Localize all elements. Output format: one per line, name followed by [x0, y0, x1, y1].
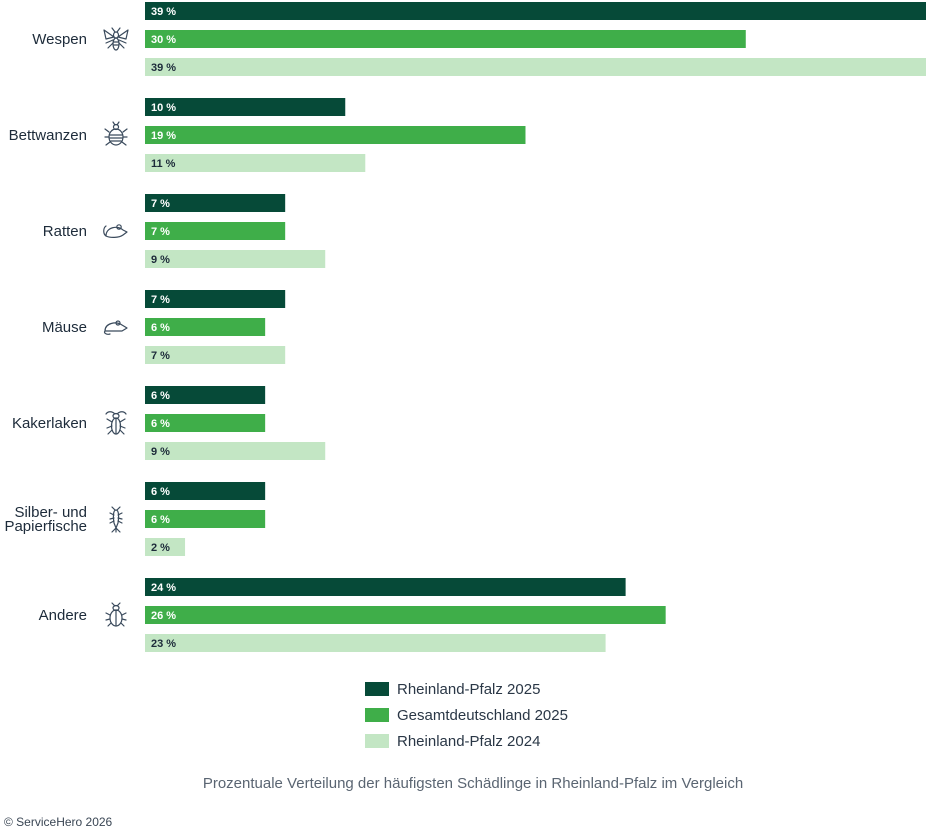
- bar: [145, 386, 266, 404]
- bar: [145, 250, 326, 268]
- bar: [145, 2, 926, 20]
- category-label: Silber- und Papierfische: [4, 504, 87, 535]
- bar-value-label: 6 %: [151, 322, 170, 334]
- bar: [145, 634, 606, 652]
- bar-value-label: 39 %: [151, 6, 176, 18]
- rat-icon: [103, 224, 128, 238]
- mouse-icon: [103, 320, 128, 335]
- legend-item-rlp-2025: Rheinland-Pfalz 2025: [365, 676, 568, 702]
- bar-chart: Wespen 39 % 30 % 39 % Bettwanzen 10 % 19 % 11 %…: [4, 2, 926, 652]
- cockroach-icon: [105, 411, 127, 435]
- legend-label: Rheinland-Pfalz 2024: [397, 732, 541, 750]
- bar-value-label: 39 %: [151, 62, 176, 74]
- legend-item-de-2025: Gesamtdeutschland 2025: [365, 702, 568, 728]
- bar-value-label: 10 %: [151, 102, 176, 114]
- legend-swatch: [365, 734, 389, 748]
- bar: [145, 414, 266, 432]
- bar-value-label: 7 %: [151, 350, 170, 362]
- bar-value-label: 9 %: [151, 254, 170, 266]
- wasp-icon: [103, 27, 129, 51]
- bar: [145, 346, 286, 364]
- copyright-text: © ServiceHero 2026: [4, 815, 113, 829]
- category-label: Bettwanzen: [9, 127, 87, 144]
- category-label: Mäuse: [42, 319, 87, 336]
- bar: [145, 606, 666, 624]
- legend-item-rlp-2024: Rheinland-Pfalz 2024: [365, 728, 568, 754]
- bar: [145, 98, 346, 116]
- bar: [145, 222, 286, 240]
- bar: [145, 194, 286, 212]
- beetle-icon: [105, 602, 127, 627]
- bar-value-label: 6 %: [151, 418, 170, 430]
- bar-value-label: 2 %: [151, 542, 170, 554]
- bar-value-label: 9 %: [151, 446, 170, 458]
- bar-value-label: 30 %: [151, 34, 176, 46]
- legend-swatch: [365, 682, 389, 696]
- category-label: Kakerlaken: [12, 415, 87, 432]
- bar-value-label: 6 %: [151, 390, 170, 402]
- bar: [145, 290, 286, 308]
- legend: Rheinland-Pfalz 2025 Gesamtdeutschland 2…: [365, 676, 568, 754]
- bar-value-label: 6 %: [151, 514, 170, 526]
- bar: [145, 482, 266, 500]
- bar: [145, 538, 186, 556]
- bar-value-label: 7 %: [151, 198, 170, 210]
- category-label: Andere: [39, 607, 87, 624]
- bar-value-label: 7 %: [151, 226, 170, 238]
- bar: [145, 510, 266, 528]
- bar: [145, 126, 526, 144]
- bedbug-icon: [104, 121, 128, 146]
- bar-value-label: 7 %: [151, 294, 170, 306]
- bar-value-label: 6 %: [151, 486, 170, 498]
- silverfish-icon: [109, 506, 123, 533]
- legend-label: Gesamtdeutschland 2025: [397, 706, 568, 724]
- legend-swatch: [365, 708, 389, 722]
- bar-value-label: 11 %: [151, 158, 176, 170]
- chart-caption: Prozentuale Verteilung der häufigsten Sc…: [202, 775, 744, 792]
- legend-label: Rheinland-Pfalz 2025: [397, 680, 541, 698]
- bar-value-label: 24 %: [151, 582, 176, 594]
- bar: [145, 154, 366, 172]
- bar: [145, 318, 266, 336]
- bar-value-label: 23 %: [151, 638, 176, 650]
- category-label: Wespen: [32, 31, 87, 48]
- category-label: Ratten: [43, 223, 87, 240]
- bar-value-label: 19 %: [151, 130, 176, 142]
- bar: [145, 578, 626, 596]
- bar: [145, 58, 926, 76]
- bar: [145, 442, 326, 460]
- bar-value-label: 26 %: [151, 610, 176, 622]
- bar: [145, 30, 746, 48]
